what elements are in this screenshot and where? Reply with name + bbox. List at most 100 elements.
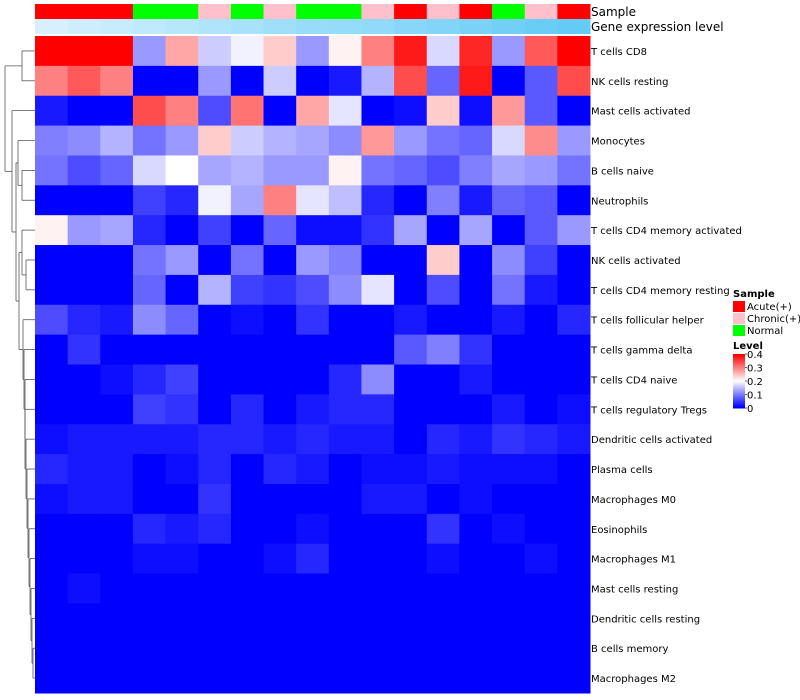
heatmap-cell	[67, 633, 101, 664]
legend-gradient-step	[733, 358, 745, 360]
legend-gradient-step	[733, 375, 745, 378]
heatmap-cell	[328, 65, 362, 97]
heatmap-cell	[35, 274, 69, 306]
heatmap-cell	[557, 155, 591, 186]
heatmap-cell	[100, 663, 134, 694]
legend-gradient-step	[733, 367, 745, 370]
heatmap-cell	[296, 633, 330, 664]
legend-gradient-step	[733, 397, 745, 400]
heatmap-cell	[100, 483, 134, 515]
heatmap-cell	[198, 394, 232, 425]
heatmap-cell	[132, 95, 167, 127]
heatmap-cell	[361, 483, 395, 515]
legend-gradient-step	[733, 390, 745, 393]
expression-annotation-cell	[67, 19, 101, 34]
heatmap-cell	[361, 95, 395, 127]
heatmap-cell	[100, 633, 134, 664]
legend-gradient-step	[733, 376, 745, 379]
heatmap-cell	[263, 304, 297, 336]
heatmap-cell	[296, 185, 330, 216]
heatmap-cell	[557, 394, 591, 425]
heatmap-cell	[100, 215, 134, 246]
heatmap-cell	[230, 215, 265, 246]
heatmap-cell	[361, 364, 395, 395]
heatmap-cell	[198, 65, 232, 97]
heatmap-cell	[230, 334, 265, 365]
heatmap-cell	[328, 424, 362, 455]
heatmap-cell	[492, 274, 526, 306]
heatmap-cell	[459, 483, 493, 515]
expression-annotation-cell	[132, 19, 167, 34]
heatmap-cell	[492, 483, 526, 515]
heatmap-cell	[263, 513, 297, 545]
legend-gradient-step	[733, 387, 745, 390]
sample-annotation-cell	[165, 4, 199, 19]
heatmap-cell	[132, 364, 167, 395]
heatmap-cell	[100, 125, 134, 156]
heatmap-cell	[426, 543, 460, 575]
heatmap-cell	[263, 663, 297, 694]
heatmap-cell	[263, 245, 297, 276]
heatmap-cell	[67, 424, 101, 455]
heatmap-cell	[230, 36, 265, 67]
heatmap-cell	[296, 454, 330, 485]
heatmap-cell	[67, 663, 101, 694]
heatmap-cell	[35, 304, 69, 336]
heatmap-cell	[230, 424, 265, 455]
heatmap-cell	[361, 543, 395, 575]
legend-gradient-step	[733, 360, 745, 363]
legend-gradient-step	[733, 372, 745, 375]
heatmap-cell	[524, 334, 558, 365]
heatmap-cell	[67, 155, 101, 186]
expression-annotation-cell	[492, 19, 526, 34]
heatmap-cell	[230, 245, 265, 276]
heatmap-cell	[361, 304, 395, 336]
heatmap-cell	[263, 334, 297, 365]
row-label: Macrophages M1	[591, 555, 676, 566]
heatmap-cell	[524, 513, 558, 545]
heatmap-cell	[35, 394, 69, 425]
heatmap-cell	[394, 513, 428, 545]
heatmap-cell	[459, 364, 493, 395]
heatmap-cell	[492, 304, 526, 336]
heatmap-cell	[132, 65, 167, 97]
heatmap-cell	[165, 543, 199, 575]
heatmap-cell	[35, 245, 69, 276]
sample-annotation-cell	[198, 4, 232, 19]
heatmap-cell	[426, 95, 460, 127]
row-label: B cells memory	[591, 644, 668, 655]
heatmap-cell	[524, 603, 558, 634]
row-label: NK cells activated	[591, 256, 681, 267]
expression-annotation-cell	[557, 19, 591, 34]
sample-annotation-cell	[230, 4, 265, 19]
heatmap-cell	[100, 185, 134, 216]
heatmap-cell	[426, 155, 460, 186]
heatmap-cell	[132, 543, 167, 575]
heatmap-cell	[394, 185, 428, 216]
heatmap-cell	[100, 394, 134, 425]
legend-gradient-step	[733, 385, 745, 387]
heatmap-cell	[394, 573, 428, 604]
heatmap-cell	[230, 95, 265, 127]
heatmap-cell	[361, 185, 395, 216]
row-label: Neutrophils	[591, 196, 648, 207]
legend-gradient-step	[733, 355, 745, 358]
legend-gradient-step	[733, 374, 745, 377]
heatmap-cell	[165, 573, 199, 604]
heatmap-cell	[557, 513, 591, 545]
heatmap-cell	[165, 603, 199, 634]
heatmap-cell	[230, 394, 265, 425]
heatmap-cell	[394, 274, 428, 306]
heatmap-cell	[328, 155, 362, 186]
heatmap-cell	[328, 125, 362, 156]
heatmap-cell	[328, 633, 362, 664]
heatmap-cell	[557, 603, 591, 634]
heatmap-cell	[426, 663, 460, 694]
heatmap-cell	[35, 603, 69, 634]
heatmap-cell	[100, 245, 134, 276]
heatmap-cell	[426, 334, 460, 365]
heatmap-cell	[132, 424, 167, 455]
heatmap-cell	[557, 95, 591, 127]
